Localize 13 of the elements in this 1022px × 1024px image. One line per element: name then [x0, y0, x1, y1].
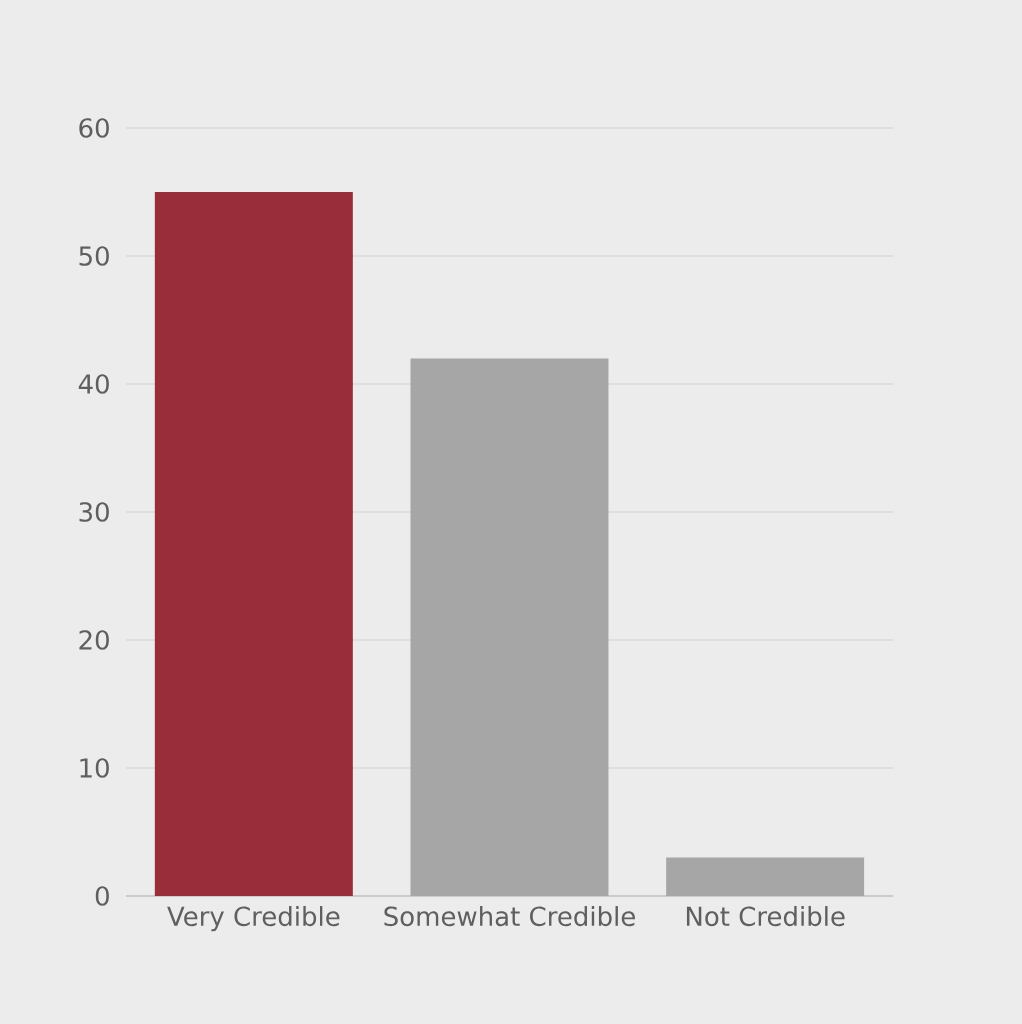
y-tick-label: 50 [79, 246, 109, 266]
y-tick-label: 10 [80, 758, 109, 778]
y-tick-label: 20 [79, 630, 109, 650]
x-tick-label: Not Credible [686, 906, 845, 927]
y-tick-label: 40 [78, 374, 109, 394]
bar [154, 192, 353, 896]
x-tick-label: Very Credible [167, 906, 340, 932]
bar [666, 857, 865, 896]
y-tick-label: 60 [79, 118, 109, 138]
y-tick-label: 30 [79, 502, 109, 522]
y-tick-label: 0 [95, 886, 109, 906]
bar [410, 358, 609, 896]
x-tick-label: Somewhat Credible [384, 906, 635, 927]
